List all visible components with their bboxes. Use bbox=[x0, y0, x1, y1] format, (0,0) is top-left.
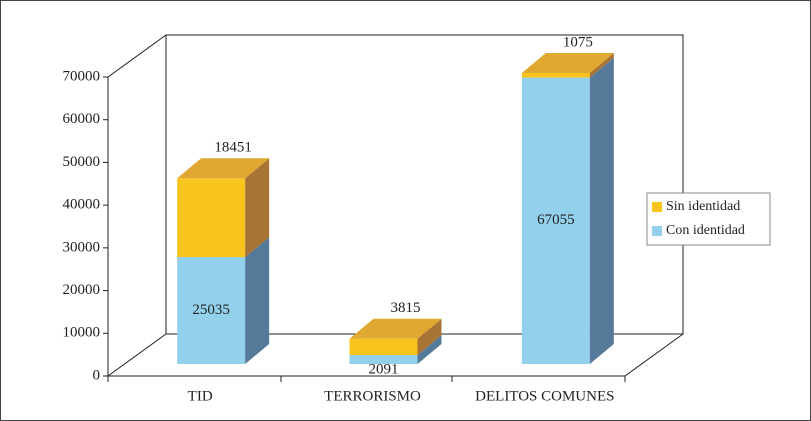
bar-front bbox=[521, 72, 590, 78]
bar-top bbox=[349, 318, 442, 339]
bar-side bbox=[417, 318, 442, 356]
y-tick-label: 40000 bbox=[63, 197, 101, 213]
y-tick-label: 30000 bbox=[63, 239, 101, 255]
legend-swatch bbox=[652, 202, 662, 212]
value-label: 3815 bbox=[391, 300, 421, 316]
bar-front bbox=[177, 257, 246, 364]
y-tick-label: 20000 bbox=[63, 282, 101, 298]
axes-frame bbox=[106, 34, 684, 382]
y-tick-label: 60000 bbox=[63, 111, 101, 127]
x-tick-label: DELITOS COMUNES bbox=[475, 388, 614, 404]
value-label: 25035 bbox=[192, 302, 230, 318]
x-tick-label: TERRORISMO bbox=[324, 388, 421, 404]
y-tick-label: 50000 bbox=[63, 154, 101, 170]
bar-side bbox=[417, 335, 442, 364]
bar-top bbox=[177, 158, 270, 179]
legend-label: Con identidad bbox=[666, 223, 745, 238]
bar-front bbox=[349, 338, 418, 356]
legend-box bbox=[646, 192, 771, 246]
bar-front bbox=[521, 77, 590, 365]
bar-top bbox=[521, 52, 614, 73]
value-label: 18451 bbox=[214, 140, 252, 156]
value-label: 2091 bbox=[369, 361, 399, 377]
value-label: 67055 bbox=[537, 212, 575, 228]
legend-label: Sin identidad bbox=[666, 199, 740, 214]
bar-side bbox=[589, 52, 614, 78]
bar-front bbox=[349, 355, 418, 364]
y-tick-label: 0 bbox=[93, 367, 101, 383]
value-label: 1075 bbox=[563, 34, 593, 50]
y-tick-label: 70000 bbox=[63, 68, 101, 84]
bar-side bbox=[245, 158, 270, 258]
bar-side bbox=[245, 237, 270, 364]
bar-side bbox=[589, 57, 614, 365]
legend-swatch bbox=[652, 226, 662, 236]
bar-front bbox=[177, 178, 246, 258]
y-tick-label: 10000 bbox=[63, 325, 101, 341]
x-tick-label: TID bbox=[188, 388, 213, 404]
